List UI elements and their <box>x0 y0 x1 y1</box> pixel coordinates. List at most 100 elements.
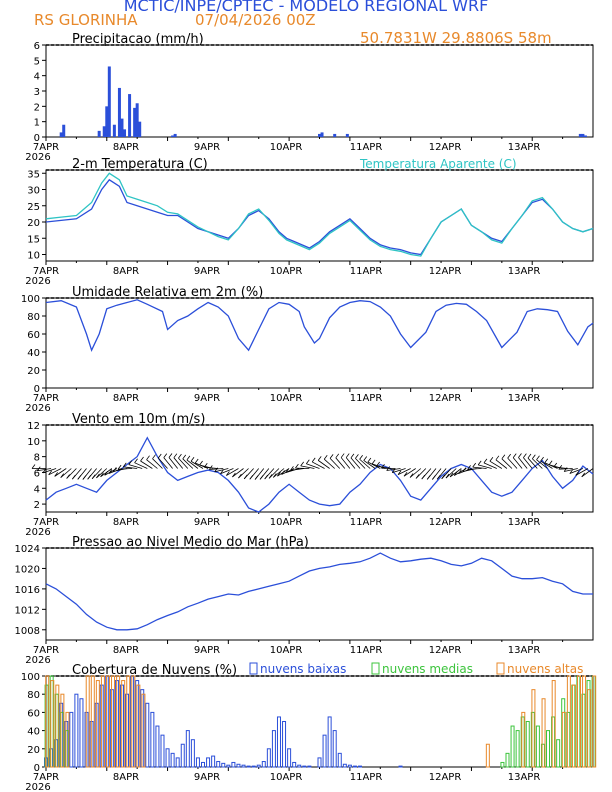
cloud-bar-nuvens-baixas <box>231 761 236 768</box>
x-day-label: 7APR <box>33 266 59 277</box>
y-tick-label: 35 <box>27 169 40 180</box>
wind-barb-flag <box>381 463 385 469</box>
x-day-label: 7APR <box>33 142 59 153</box>
cloud-bar-nuvens-altas <box>571 684 576 768</box>
wind-barb-flag <box>495 455 500 461</box>
y-tick-label: 100 <box>21 294 40 305</box>
cloud-bar-nuvens-baixas <box>175 757 180 768</box>
wind-barb-flag <box>569 469 574 474</box>
wind-barb <box>472 466 487 469</box>
wind-barb <box>37 468 52 472</box>
precip-bar <box>581 133 585 137</box>
precip-bar <box>117 87 121 137</box>
x-year-label: 2026 <box>25 276 50 287</box>
x-day-label: 13APR <box>508 645 541 656</box>
wind-barb-flag <box>376 461 380 467</box>
precip-bar <box>62 124 66 137</box>
y-tick-label: 4 <box>34 484 40 495</box>
wind-barb-flag <box>340 453 345 458</box>
panel-title: Precipitacao (mm/h) <box>72 32 204 47</box>
cloud-bar-nuvens-medias <box>500 761 505 768</box>
wind-barb-flag <box>386 466 391 471</box>
precip-bar <box>333 133 337 137</box>
cloud-bar-nuvens-baixas <box>317 757 322 768</box>
cloud-bar-nuvens-medias <box>535 725 540 768</box>
wind-barb <box>96 468 108 479</box>
panel-title: Vento em 10m (m/s) <box>72 412 205 427</box>
cloud-bar-nuvens-baixas <box>322 734 327 768</box>
wind-barb-flag <box>409 473 414 478</box>
wind-barb-flag <box>371 459 376 465</box>
cloud-bar-nuvens-medias <box>556 739 561 768</box>
wind-barb <box>350 457 361 469</box>
y-tick-label: 30 <box>27 186 40 197</box>
cloud-bar-nuvens-altas <box>65 711 70 768</box>
y-tick-label: 0 <box>34 763 40 774</box>
cloud-bar-nuvens-altas <box>592 675 597 768</box>
wind-barb <box>569 468 584 474</box>
wind-barb <box>467 468 482 470</box>
cloud-bar-nuvens-baixas <box>332 730 337 768</box>
wind-barb <box>157 457 168 469</box>
wind-barb <box>163 457 173 469</box>
cloud-bar-nuvens-altas <box>551 680 556 768</box>
wind-barb-flag <box>31 464 36 469</box>
cloud-bar-nuvens-altas <box>50 680 55 768</box>
y-tick-label: 25 <box>27 202 40 213</box>
wind-barb <box>445 468 457 479</box>
cloud-bar-nuvens-altas <box>116 675 121 768</box>
wind-barb-flag <box>483 458 488 464</box>
x-day-label: 9APR <box>194 142 220 153</box>
wind-barb-flag <box>108 469 113 474</box>
precip-bar <box>345 133 349 137</box>
cloud-bar-nuvens-baixas <box>342 763 347 768</box>
panel-frame <box>45 547 594 641</box>
series-line-Temperatura-Aparente <box>45 172 594 257</box>
wind-barb-flag <box>254 475 259 480</box>
series-line-Umidade-Relativa <box>45 299 594 352</box>
wind-barb <box>190 460 204 469</box>
legend-entry: nuvens baixas <box>260 662 346 676</box>
cloud-bar-nuvens-altas <box>485 743 490 768</box>
wind-barb <box>489 460 503 469</box>
wind-barb-flag <box>432 475 436 480</box>
precip-bar <box>583 135 587 137</box>
wind-barb-flag <box>300 461 305 467</box>
wind-barb <box>60 468 72 478</box>
wind-barb <box>178 457 189 469</box>
panel-2: 10 15 20 25 30 35 7APR 8APR 9APR 10APR 11APR 12APR 1… <box>25 157 594 287</box>
wind-barb-flag <box>462 467 467 472</box>
y-tick-label: 10 <box>27 437 40 448</box>
precip-bar <box>138 121 142 137</box>
y-tick-label: 20 <box>27 745 40 756</box>
wind-barb-flag <box>449 472 454 478</box>
wind-barb-flag <box>48 470 53 476</box>
x-day-label: 13APR <box>508 772 541 783</box>
x-day-label: 11APR <box>350 393 383 404</box>
x-day-label: 8APR <box>113 772 139 783</box>
precip-bar <box>173 133 177 137</box>
x-day-label: 7APR <box>33 517 59 528</box>
x-day-label: 10APR <box>270 517 303 528</box>
wind-barb-flag <box>214 467 219 472</box>
x-day-label: 12APR <box>429 142 462 153</box>
cloud-bar-nuvens-altas <box>105 675 110 768</box>
wind-barb <box>204 466 219 469</box>
precip-bar <box>120 118 124 137</box>
x-year-label: 2026 <box>25 655 50 666</box>
wind-barb-flag <box>36 466 41 472</box>
wind-barb-flag <box>194 458 199 464</box>
wind-barb <box>564 468 578 472</box>
wind-barb-flag <box>512 453 517 458</box>
panel-frame <box>45 169 594 262</box>
wind-barb-flag <box>575 471 580 476</box>
wind-barb-flag <box>453 471 458 476</box>
panel-title: 2-m Temperatura (C) <box>72 157 208 172</box>
wind-barb-flag <box>87 474 91 480</box>
wind-barb-flag <box>163 453 168 458</box>
wind-barb <box>409 468 422 478</box>
precip-bar <box>135 103 139 137</box>
cloud-bar-nuvens-altas <box>126 675 131 768</box>
y-tick-label: 0 <box>34 133 40 144</box>
